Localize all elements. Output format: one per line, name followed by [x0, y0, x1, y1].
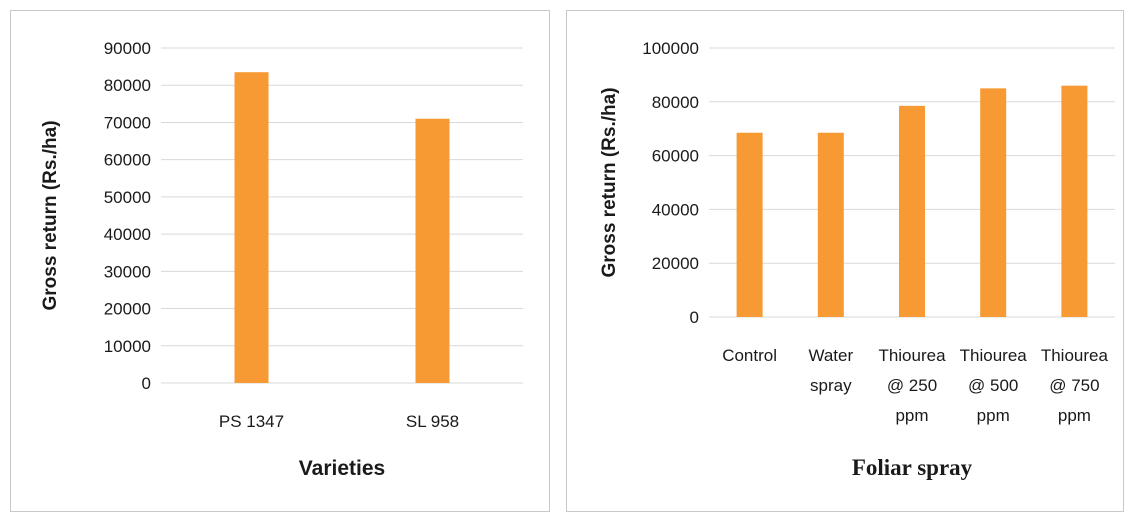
chart-foliar-spray: 0 20000 40000 60000 80000 100000 Control Water s… — [599, 39, 1115, 480]
bar — [1061, 85, 1088, 317]
y-tick-label: 80000 — [104, 76, 151, 95]
bar — [415, 118, 450, 383]
bar — [980, 88, 1007, 317]
x-tick-label: SL 958 — [406, 412, 459, 431]
y-tick-label: 60000 — [652, 147, 699, 166]
x-tick-label: ppm — [895, 406, 928, 425]
bar — [736, 132, 763, 317]
x-axis-label: Varieties — [299, 457, 385, 480]
x-tick-label: Thiourea — [878, 346, 946, 365]
y-tick-label: 40000 — [104, 225, 151, 244]
x-axis-label: Foliar spray — [852, 455, 973, 480]
x-tick-label: Control — [722, 346, 777, 365]
chart-varieties: 0 10000 20000 30000 40000 50000 60000 70000 8000… — [40, 39, 523, 480]
y-tick-label: 20000 — [104, 300, 151, 319]
x-tick-label: ppm — [1058, 406, 1091, 425]
y-axis-label: Gross return (Rs./ha) — [40, 120, 61, 310]
bar — [817, 132, 844, 317]
chart-panel-foliar-spray: 0 20000 40000 60000 80000 100000 Control Water s… — [566, 10, 1124, 512]
y-tick-label: 60000 — [104, 151, 151, 170]
x-tick-label: ppm — [977, 406, 1010, 425]
y-tick-label: 50000 — [104, 188, 151, 207]
y-tick-label: 80000 — [652, 93, 699, 112]
x-tick-label: Thiourea — [1041, 346, 1109, 365]
y-tick-label: 0 — [142, 374, 151, 393]
x-tick-label: @ 250 — [887, 376, 937, 395]
y-tick-label: 30000 — [104, 262, 151, 281]
y-tick-label: 10000 — [104, 337, 151, 356]
x-tick-label: PS 1347 — [219, 412, 284, 431]
bar — [234, 72, 269, 383]
y-tick-label: 20000 — [652, 254, 699, 273]
x-tick-label: Thiourea — [960, 346, 1028, 365]
x-tick-label: @ 750 — [1049, 376, 1099, 395]
y-tick-label: 70000 — [104, 113, 151, 132]
chart-panel-varieties: 0 10000 20000 30000 40000 50000 60000 70000 8000… — [10, 10, 550, 512]
x-tick-label: spray — [810, 376, 852, 395]
x-tick-label: Water — [808, 346, 853, 365]
y-axis-label: Gross return (Rs./ha) — [599, 87, 620, 277]
y-tick-label: 90000 — [104, 39, 151, 58]
y-tick-label: 100000 — [642, 39, 699, 58]
y-tick-label: 0 — [690, 308, 699, 327]
y-tick-label: 40000 — [652, 200, 699, 219]
x-tick-label: @ 500 — [968, 376, 1018, 395]
bar — [899, 105, 925, 318]
